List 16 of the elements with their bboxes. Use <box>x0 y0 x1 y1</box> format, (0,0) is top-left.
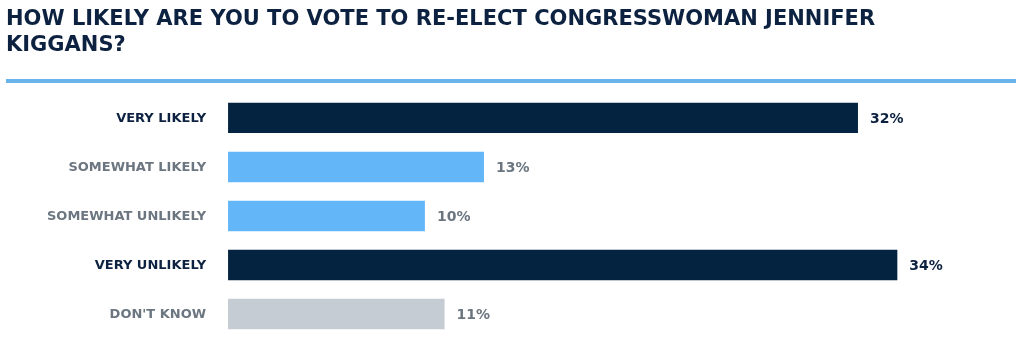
y-tick-label: DON'T KNOW <box>109 306 207 322</box>
data-label: 32% <box>869 109 904 126</box>
bar <box>228 249 898 281</box>
y-tick-label: SOMEWHAT UNLIKELY <box>46 208 207 224</box>
chart-title: HOW LIKELY ARE YOU TO VOTE TO RE-ELECT CONGRESSWOMAN JENNIFER KIGGANS? <box>6 5 877 58</box>
data-label: 34% <box>909 256 943 273</box>
data-label: 11% <box>456 305 491 322</box>
bar <box>228 298 445 330</box>
y-tick-label: SOMEWHAT LIKELY <box>68 159 207 175</box>
y-tick-label: VERY UNLIKELY <box>94 257 207 273</box>
bar <box>228 102 858 134</box>
data-label: 13% <box>495 158 530 175</box>
bar <box>228 200 425 232</box>
data-label: 10% <box>436 207 471 224</box>
y-tick-label: VERY LIKELY <box>116 110 207 126</box>
bar <box>228 151 484 183</box>
